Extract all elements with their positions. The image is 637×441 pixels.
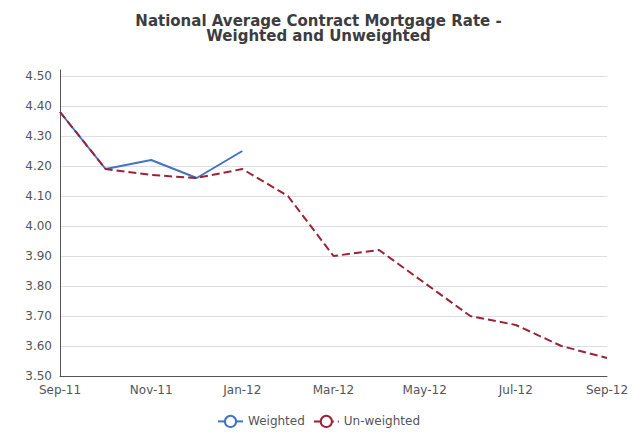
svg-text:4.50: 4.50 <box>25 69 52 83</box>
svg-text:Sep-12: Sep-12 <box>586 383 628 397</box>
svg-text:Un-weighted: Un-weighted <box>344 414 420 428</box>
svg-text:3.60: 3.60 <box>25 339 52 353</box>
svg-text:Nov-11: Nov-11 <box>130 383 173 397</box>
svg-text:Sep-11: Sep-11 <box>39 383 81 397</box>
svg-text:May-12: May-12 <box>403 383 447 397</box>
svg-text:4.30: 4.30 <box>25 129 52 143</box>
svg-text:Jul-12: Jul-12 <box>498 383 533 397</box>
svg-text:Jan-12: Jan-12 <box>222 383 261 397</box>
svg-text:3.70: 3.70 <box>25 309 52 323</box>
svg-text:4.10: 4.10 <box>25 189 52 203</box>
svg-text:National Average Contract Mort: National Average Contract Mortgage Rate … <box>135 11 502 30</box>
svg-text:Mar-12: Mar-12 <box>313 383 354 397</box>
svg-text:3.90: 3.90 <box>25 249 52 263</box>
svg-text:3.50: 3.50 <box>25 369 52 383</box>
svg-text:Weighted and Unweighted: Weighted and Unweighted <box>206 27 430 45</box>
svg-text:Weighted: Weighted <box>248 414 305 428</box>
svg-text:4.40: 4.40 <box>25 99 52 113</box>
svg-text:4.00: 4.00 <box>25 219 52 233</box>
svg-text:3.80: 3.80 <box>25 279 52 293</box>
svg-text:4.20: 4.20 <box>25 159 52 173</box>
